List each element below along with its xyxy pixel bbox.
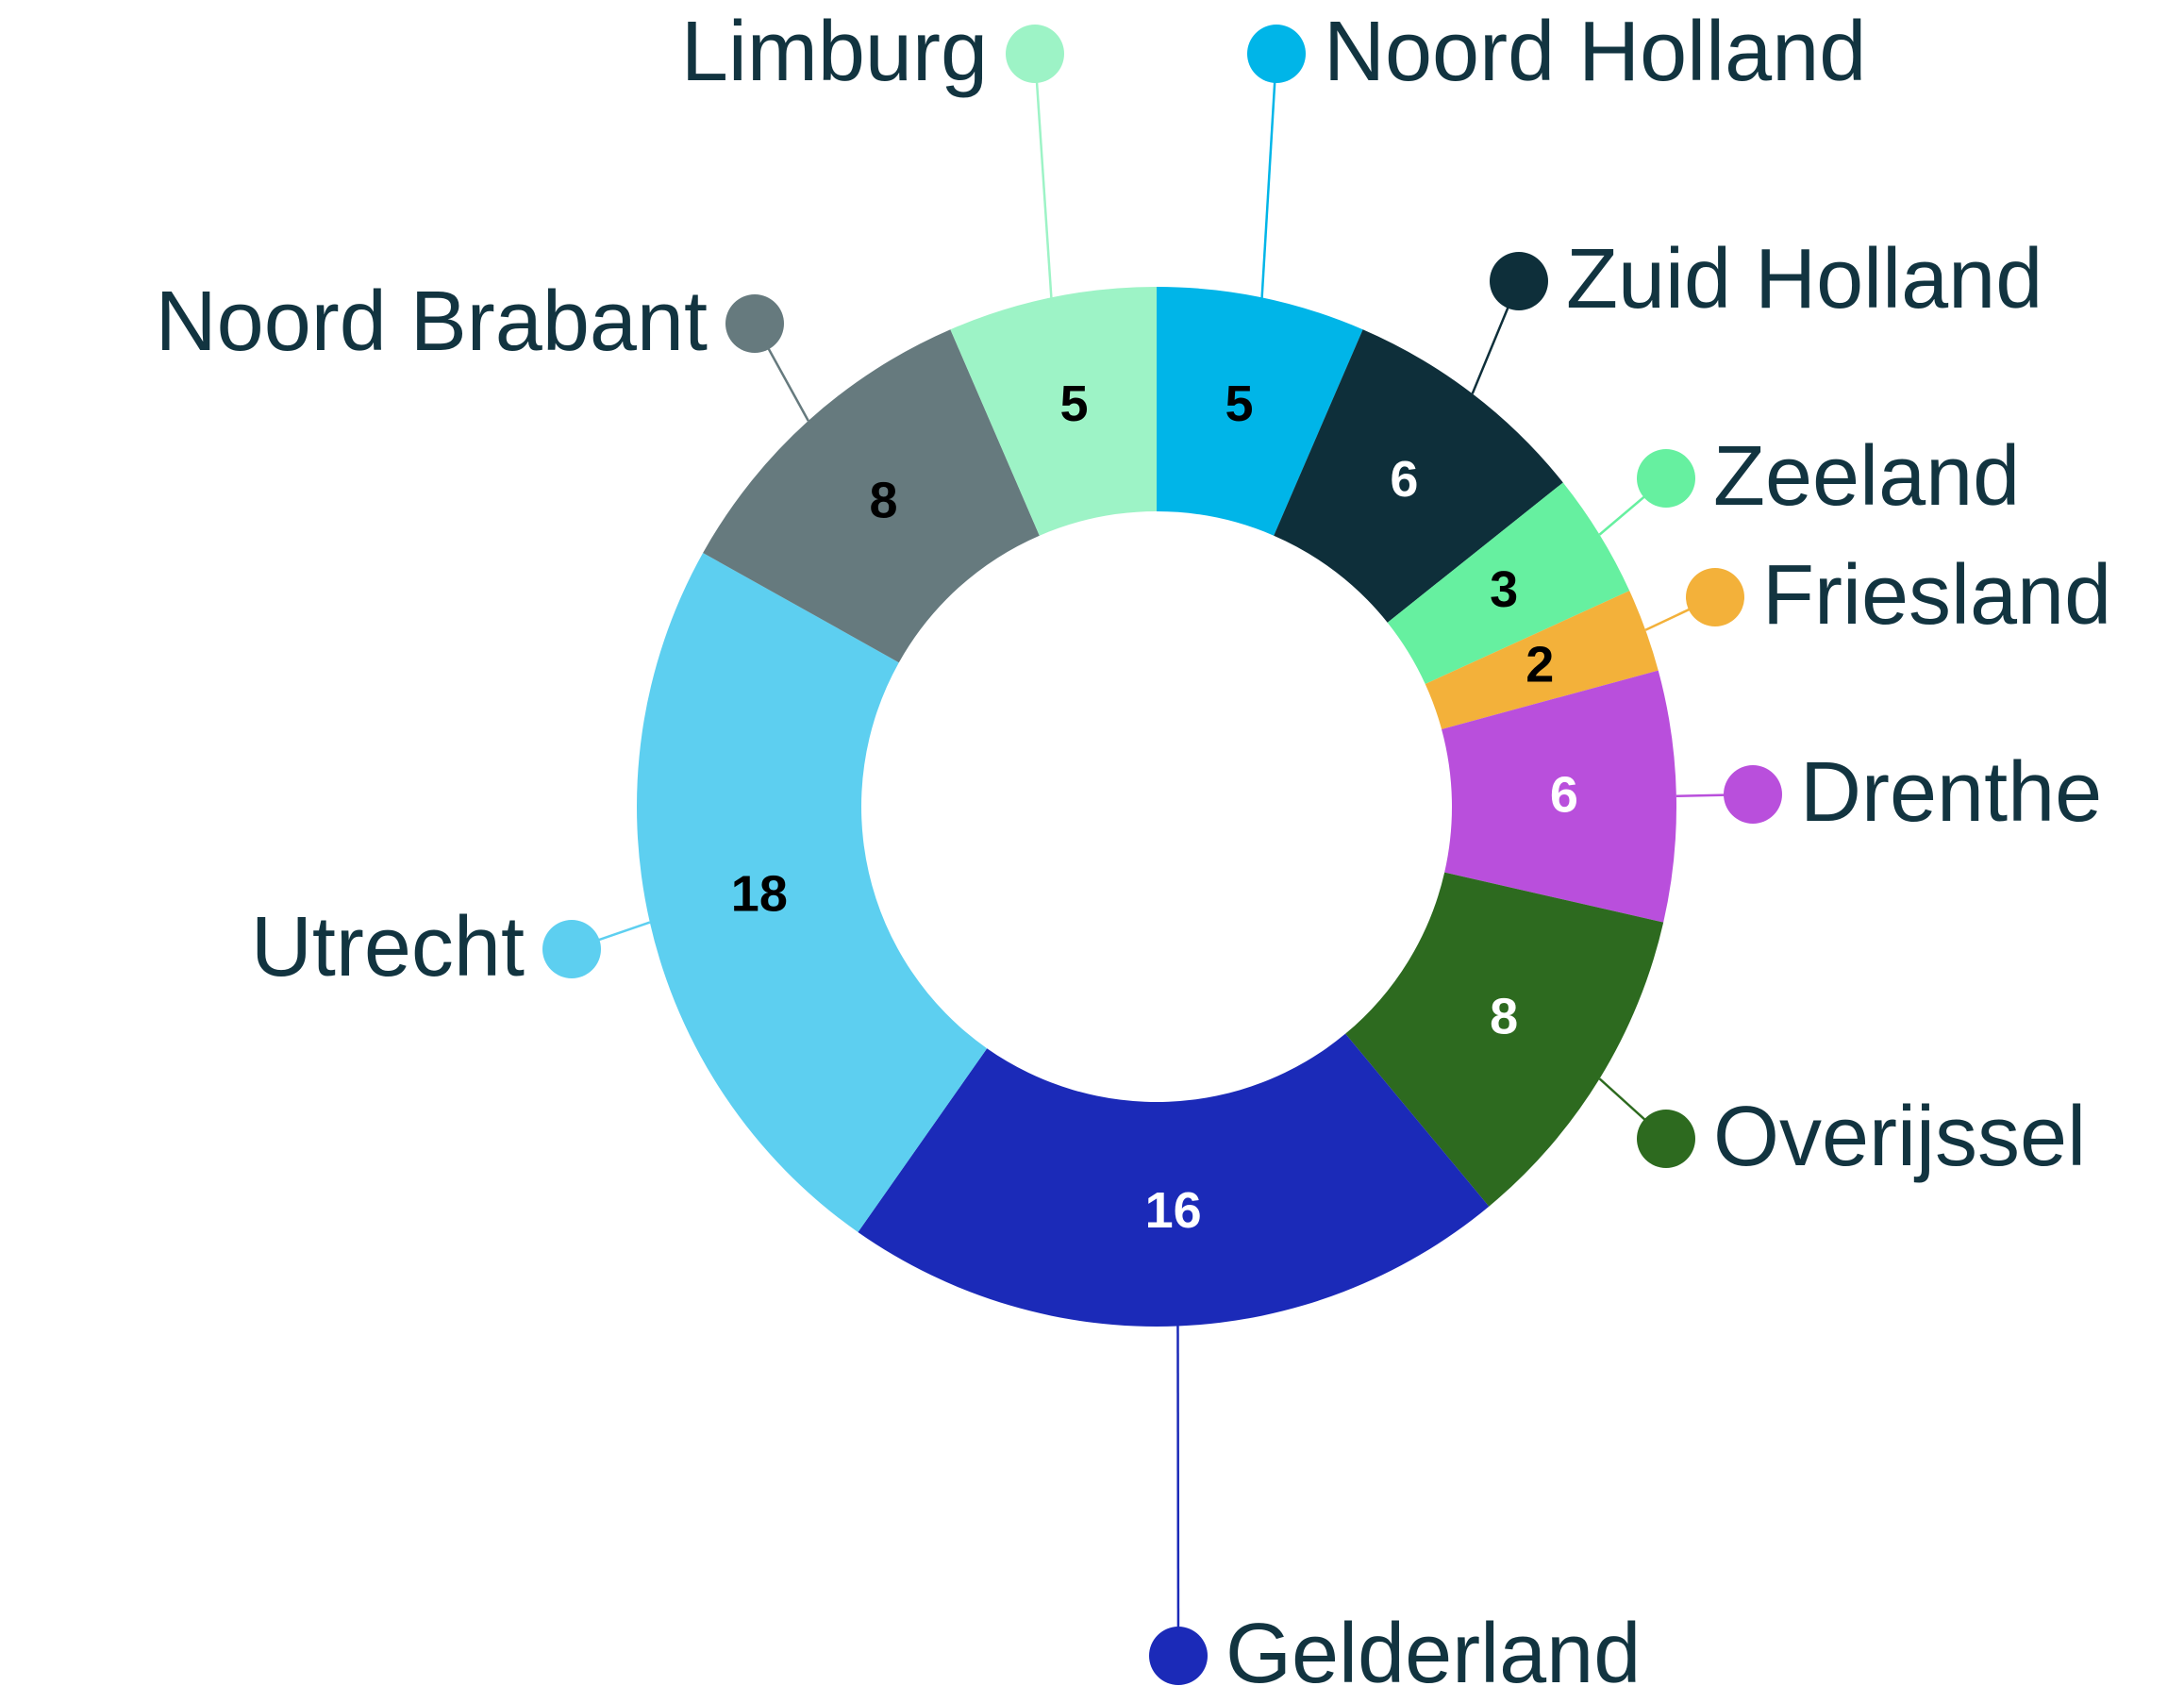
category-label: Limburg <box>681 5 988 99</box>
leader-line <box>1260 53 1278 298</box>
leader-line <box>1176 1326 1180 1657</box>
value-label: 5 <box>1225 376 1253 432</box>
legend-dot <box>1006 25 1064 83</box>
value-label: 16 <box>1145 1182 1202 1239</box>
value-label: 6 <box>1390 451 1418 508</box>
value-label: 8 <box>869 473 897 529</box>
category-label: Friesland <box>1762 548 2111 643</box>
legend-dot <box>725 294 784 353</box>
legend-dot <box>1490 252 1548 310</box>
leader-line <box>1033 53 1053 298</box>
value-label: 5 <box>1059 376 1088 432</box>
legend-dot <box>1149 1627 1208 1685</box>
legend-dot <box>542 920 601 978</box>
legend-dot <box>1247 25 1306 83</box>
category-label: Noord Holland <box>1324 5 1866 99</box>
donut-segment <box>1425 591 1659 729</box>
category-label: Zuid Holland <box>1566 232 2042 326</box>
category-label: Overijssel <box>1713 1090 2086 1184</box>
category-label: Zeeland <box>1713 429 2020 524</box>
donut-segment <box>1157 287 1363 536</box>
value-label: 18 <box>731 865 788 922</box>
value-label: 6 <box>1550 766 1578 823</box>
value-label: 3 <box>1490 561 1518 618</box>
donut-segment <box>1345 872 1664 1207</box>
donut-segment <box>703 329 1040 663</box>
category-label: Drenthe <box>1800 745 2102 840</box>
category-label: Gelderland <box>1225 1607 1641 1686</box>
donut-segment <box>950 287 1157 536</box>
value-label: 8 <box>1490 988 1518 1044</box>
donut-segment <box>1442 670 1676 923</box>
donut-segment <box>1274 329 1563 623</box>
category-label: Noord Brabant <box>156 275 708 369</box>
donut-segment <box>1387 482 1630 684</box>
legend-dot <box>1686 568 1744 626</box>
legend-dot <box>1724 765 1782 824</box>
donut-segment <box>637 553 988 1232</box>
category-label: Utrecht <box>251 900 525 994</box>
legend-dot <box>1637 1110 1695 1168</box>
value-label: 2 <box>1525 636 1554 693</box>
legend-dot <box>1637 449 1695 508</box>
donut-segment <box>858 1033 1490 1327</box>
